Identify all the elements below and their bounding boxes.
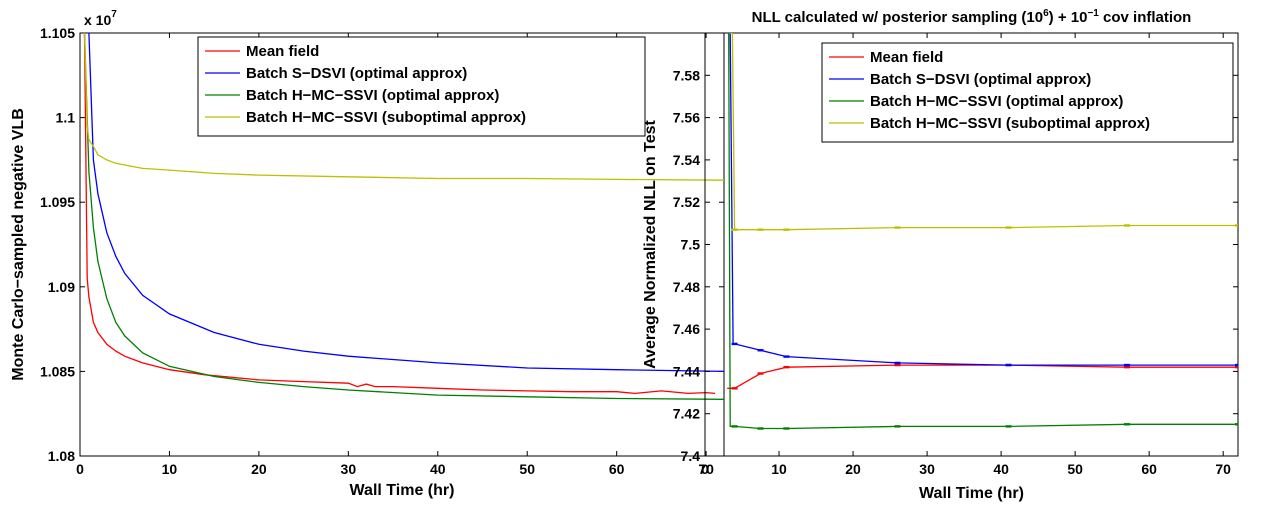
legend-entry: Batch H−MC−SSVI (optimal approx) <box>246 87 499 104</box>
series-line-3 <box>83 33 724 400</box>
x-axis-label-left: Wall Time (hr) <box>350 482 455 499</box>
x-tick-label: 10 <box>771 461 787 477</box>
x-tick-label: 40 <box>430 461 446 477</box>
y-tick-label: 7.46 <box>673 321 700 337</box>
x-tick-label: 40 <box>993 461 1009 477</box>
title-part-1: NLL calculated w/ posterior sampling (10 <box>752 9 1043 26</box>
y-tick-label: 1.105 <box>40 25 75 41</box>
legend-box <box>821 42 1234 143</box>
legend-entry: Batch H−MC−SSVI (optimal approx) <box>870 93 1123 110</box>
y-axis-label-right: Average Normalized NLL on Test <box>642 120 659 369</box>
title-part-3: cov inflation <box>1099 9 1192 26</box>
x-axis-label-right: Wall Time (hr) <box>919 485 1024 502</box>
y-ticks-left: 1.08 1.085 1.09 1.095 1.1 1.105 <box>40 25 724 464</box>
x-tick-label: 50 <box>519 461 535 477</box>
y-tick-label: 1.09 <box>48 279 75 295</box>
y-tick-label: 7.56 <box>673 110 700 126</box>
y-tick-label: 1.095 <box>40 194 75 210</box>
x-tick-label: 20 <box>845 461 861 477</box>
legend-right: Mean field Batch S−DSVI (optimal approx) B… <box>821 42 1234 143</box>
title-sup-1: 6 <box>1043 8 1049 19</box>
chart-right: 0 10 20 30 40 50 60 70 7.47.427.447.467.487.57.… <box>642 8 1239 502</box>
title-sup-2: −1 <box>1087 8 1099 19</box>
y-tick-label: 7.52 <box>673 194 700 210</box>
x-tick-label: 70 <box>698 461 714 477</box>
series-line-1 <box>83 33 716 395</box>
x-tick-label: 0 <box>701 461 709 477</box>
legend-entry: Batch H−MC−SSVI (suboptimal approx) <box>870 115 1150 132</box>
series-right <box>727 33 1238 430</box>
series-line-3 <box>727 33 1238 430</box>
series-line-4 <box>83 33 724 181</box>
legend-entry: Batch S−DSVI (optimal approx) <box>246 65 467 82</box>
y-tick-label: 7.44 <box>673 363 700 379</box>
legend-left: Mean field Batch S−DSVI (optimal approx) B… <box>197 36 646 137</box>
y-tick-label: 1.1 <box>56 110 76 126</box>
legend-entry: Mean field <box>870 49 943 66</box>
y-tick-label: 1.085 <box>40 363 75 379</box>
x-ticks-left: 0 10 20 30 40 50 60 70 <box>76 33 714 477</box>
x-ticks-right: 0 10 20 30 40 50 60 70 <box>701 33 1231 477</box>
x-tick-label: 10 <box>162 461 178 477</box>
x-tick-label: 30 <box>919 461 935 477</box>
chart-title-right: NLL calculated w/ posterior sampling (10… <box>752 8 1192 26</box>
title-part-2: ) + 10 <box>1049 9 1088 26</box>
y-tick-label: 7.4 <box>681 448 701 464</box>
y-axis-label-left: Monte Carlo−sampled negative VLB <box>10 108 27 381</box>
series-line-2 <box>88 33 724 373</box>
x-tick-label: 20 <box>251 461 267 477</box>
series-left <box>83 33 724 400</box>
x-tick-label: 0 <box>76 461 84 477</box>
exponent-base: x 10 <box>84 12 111 28</box>
y-tick-label: 7.42 <box>673 406 700 422</box>
chart-left: 0 10 20 30 40 50 60 70 1.081.0851.091.0951.11.1… <box>10 9 725 499</box>
y-tick-label: 7.48 <box>673 279 700 295</box>
legend-entry: Mean field <box>246 43 319 60</box>
x-tick-label: 60 <box>609 461 625 477</box>
x-tick-label: 70 <box>1215 461 1231 477</box>
y-tick-label: 7.54 <box>673 152 700 168</box>
y-tick-label: 1.08 <box>48 448 75 464</box>
y-tick-label: 7.58 <box>673 67 700 83</box>
legend-box <box>197 36 646 137</box>
x-tick-label: 50 <box>1067 461 1083 477</box>
exponent-power: 7 <box>111 9 117 20</box>
series-line-2 <box>727 33 1238 366</box>
plot-area-left <box>79 32 725 457</box>
x-tick-label: 60 <box>1141 461 1157 477</box>
y-tick-label: 7.5 <box>681 237 701 253</box>
legend-entry: Batch H−MC−SSVI (suboptimal approx) <box>246 109 526 126</box>
y-ticks-right: 7.4 7.42 7.44 7.46 7.48 7.5 7.52 7.54 7.56 7.58 <box>673 67 1238 464</box>
exponent-label-left: x 107 <box>84 9 117 28</box>
x-tick-label: 30 <box>341 461 357 477</box>
series-line-1 <box>727 364 1238 389</box>
legend-entry: Batch S−DSVI (optimal approx) <box>870 71 1091 88</box>
